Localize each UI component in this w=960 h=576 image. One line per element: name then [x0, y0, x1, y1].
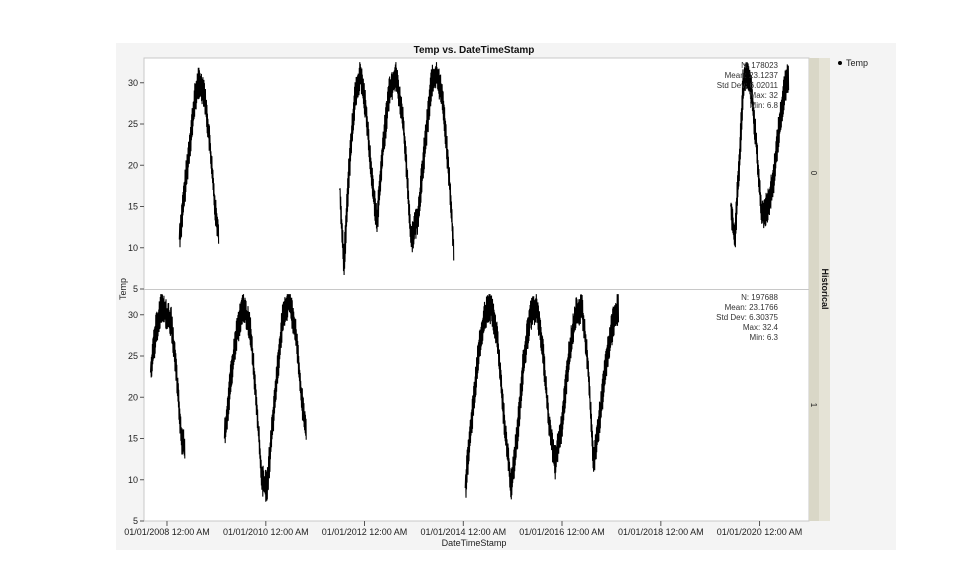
x-tick-label: 01/01/2010 12:00 AM: [223, 527, 309, 537]
legend-label: Temp: [846, 58, 868, 68]
summary-stat: Std Dev: 6.30375: [716, 313, 778, 322]
legend-marker: [838, 61, 842, 65]
group-label-1: 1: [809, 403, 818, 408]
temp-series-line: [339, 62, 455, 276]
chart-frame: Temp vs. DateTimeStamp DateTimeStamp Tem…: [116, 43, 896, 550]
temp-series-line: [178, 67, 220, 248]
summary-stat: Mean: 23.1766: [725, 303, 779, 312]
y-axis-label: Temp: [118, 278, 128, 300]
summary-stat: Mean: 23.1237: [725, 71, 779, 80]
temp-series-line: [464, 294, 620, 500]
x-tick-label: 01/01/2020 12:00 AM: [717, 527, 803, 537]
temp-series-line: [730, 62, 790, 248]
y-tick-label: 5: [133, 516, 138, 526]
summary-stat: Max: 32: [750, 91, 779, 100]
x-tick-label: 01/01/2008 12:00 AM: [124, 527, 210, 537]
x-tick-label: 01/01/2016 12:00 AM: [519, 527, 605, 537]
summary-stat: N: 197688: [741, 293, 778, 302]
group-strip: [809, 58, 819, 521]
group-variable-label: Historical: [820, 268, 830, 309]
temp-series-line: [223, 294, 307, 502]
x-axis-label: DateTimeStamp: [442, 538, 507, 548]
y-tick-label: 20: [128, 160, 138, 170]
x-tick-label: 01/01/2012 12:00 AM: [322, 527, 408, 537]
y-tick-label: 15: [128, 202, 138, 212]
y-tick-label: 5: [133, 284, 138, 294]
y-tick-label: 10: [128, 475, 138, 485]
summary-stat: N: 178023: [741, 61, 778, 70]
y-tick-label: 30: [128, 78, 138, 88]
x-tick-label: 01/01/2018 12:00 AM: [618, 527, 704, 537]
summary-stat: Min: 6.3: [750, 333, 779, 342]
temp-series-line: [149, 294, 186, 459]
summary-stat: Min: 6.8: [750, 101, 779, 110]
y-tick-label: 25: [128, 119, 138, 129]
x-tick-label: 01/01/2014 12:00 AM: [421, 527, 507, 537]
group-title-strip: [819, 58, 830, 521]
y-tick-label: 25: [128, 351, 138, 361]
y-tick-label: 20: [128, 392, 138, 402]
group-label-0: 0: [809, 171, 818, 176]
y-tick-label: 30: [128, 310, 138, 320]
y-tick-label: 10: [128, 243, 138, 253]
summary-stat: Std Dev: 6.02011: [717, 81, 779, 90]
chart-title: Temp vs. DateTimeStamp: [414, 45, 535, 56]
summary-stat: Max: 32.4: [743, 323, 779, 332]
chart: Temp vs. DateTimeStamp DateTimeStamp Tem…: [118, 45, 868, 548]
y-tick-label: 15: [128, 434, 138, 444]
